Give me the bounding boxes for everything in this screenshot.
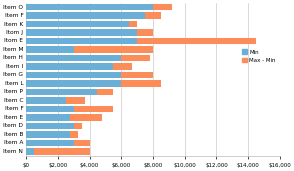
Bar — [74, 140, 89, 146]
Bar — [113, 63, 132, 70]
Bar — [137, 38, 256, 44]
Bar — [26, 80, 121, 87]
Legend: Min, Max - Min: Min, Max - Min — [240, 48, 277, 64]
Bar — [26, 55, 121, 61]
Bar — [26, 148, 34, 155]
Bar — [74, 46, 153, 53]
Bar — [26, 12, 145, 19]
Bar — [145, 12, 161, 19]
Bar — [26, 131, 71, 137]
Bar — [26, 38, 137, 44]
Bar — [26, 106, 74, 112]
Bar — [26, 89, 97, 95]
Bar — [26, 21, 129, 27]
Bar — [137, 29, 153, 36]
Bar — [121, 72, 153, 78]
Bar — [121, 80, 161, 87]
Bar — [71, 131, 78, 137]
Bar — [26, 97, 66, 104]
Bar — [74, 123, 81, 129]
Bar — [153, 4, 172, 10]
Bar — [121, 55, 150, 61]
Bar — [26, 72, 121, 78]
Bar — [97, 89, 113, 95]
Bar — [26, 114, 71, 121]
Bar — [26, 63, 113, 70]
Bar — [26, 123, 74, 129]
Bar — [66, 97, 85, 104]
Bar — [34, 148, 89, 155]
Bar — [74, 106, 113, 112]
Bar — [129, 21, 137, 27]
Bar — [71, 114, 102, 121]
Bar — [26, 4, 153, 10]
Bar — [26, 46, 74, 53]
Bar — [26, 140, 74, 146]
Bar — [26, 29, 137, 36]
